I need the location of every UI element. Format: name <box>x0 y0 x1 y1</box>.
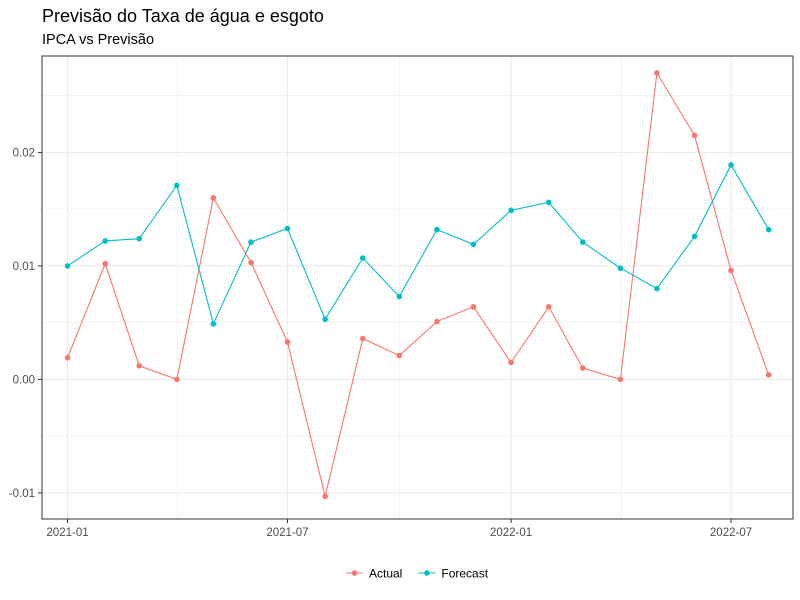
legend-item-forecast: Forecast <box>418 567 489 581</box>
data-point <box>396 352 403 359</box>
data-point <box>248 259 254 266</box>
data-point <box>174 182 180 189</box>
series-line <box>67 163 770 326</box>
chart-title: Previsão do Taxa de água e esgoto <box>42 6 324 26</box>
series-forecast <box>64 162 772 327</box>
data-point <box>508 359 514 366</box>
data-point <box>579 239 586 245</box>
data-point <box>654 70 660 76</box>
data-point <box>360 335 366 342</box>
data-point <box>210 321 217 327</box>
data-point <box>284 225 291 232</box>
axes: -0.01 0.00 0.01 0.02 2021-01 2021-07 2022-01 20… <box>9 56 793 539</box>
data-point <box>102 260 108 267</box>
data-point <box>102 238 108 244</box>
data-point <box>765 226 772 233</box>
series-actual <box>64 70 772 500</box>
legend-label: Actual <box>369 567 402 581</box>
data-point <box>360 255 366 261</box>
plot-panel <box>42 56 793 519</box>
data-point <box>322 316 328 323</box>
x-tick-label: 2022-01 <box>490 527 532 539</box>
plot-border <box>41 55 794 520</box>
x-tick-label: 2022-07 <box>710 527 752 539</box>
x-tick-label: 2021-07 <box>266 527 308 539</box>
series-line <box>67 71 770 497</box>
legend-item-actual: Actual <box>346 567 402 581</box>
data-point <box>617 376 624 383</box>
data-point <box>136 363 143 369</box>
data-point <box>284 339 291 345</box>
data-point <box>434 226 440 233</box>
data-point <box>470 241 477 248</box>
y-tick-label: -0.01 <box>9 488 35 500</box>
data-point <box>691 132 698 139</box>
y-tick-label: 0.02 <box>13 147 35 159</box>
data-point <box>765 372 772 378</box>
data-point <box>654 285 660 292</box>
data-point <box>322 493 328 500</box>
data-point <box>136 235 143 242</box>
y-tick-label: 0.00 <box>13 374 35 386</box>
data-point <box>728 267 734 274</box>
data-point <box>728 162 734 168</box>
minor-grid <box>42 56 793 519</box>
legend-key-point <box>424 570 430 576</box>
legend-key-point <box>351 570 358 576</box>
data-point <box>545 199 552 206</box>
data-point <box>691 233 698 240</box>
chart-subtitle: IPCA vs Previsão <box>42 32 155 48</box>
data-point <box>545 303 552 310</box>
data-point <box>64 263 71 269</box>
y-tick-label: 0.01 <box>13 261 35 273</box>
data-point <box>617 265 624 272</box>
data-point <box>174 376 180 383</box>
data-point <box>396 293 403 300</box>
legend: Actual Forecast <box>346 567 489 581</box>
data-point <box>210 195 217 201</box>
data-point <box>248 239 254 245</box>
legend-label: Forecast <box>441 567 488 581</box>
data-point <box>579 365 586 371</box>
data-point <box>470 303 477 310</box>
data-point <box>434 318 440 325</box>
x-tick-label: 2021-01 <box>46 527 88 539</box>
data-point <box>64 355 71 361</box>
data-point <box>508 207 514 214</box>
